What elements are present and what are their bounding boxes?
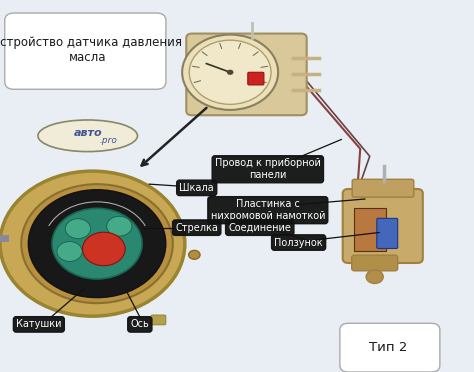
FancyBboxPatch shape [248,72,264,85]
Text: .pro: .pro [100,136,118,145]
Circle shape [82,232,125,266]
Circle shape [227,70,233,75]
Circle shape [189,250,200,259]
Circle shape [28,190,166,298]
FancyBboxPatch shape [354,208,386,251]
FancyBboxPatch shape [340,323,440,372]
Text: Соединение: Соединение [228,223,291,232]
Text: Шкала: Шкала [179,183,214,193]
Ellipse shape [38,120,137,152]
Circle shape [0,171,185,316]
FancyBboxPatch shape [343,189,423,263]
Text: Тип 2: Тип 2 [370,341,408,354]
Text: Ползунок: Ползунок [274,238,323,247]
FancyBboxPatch shape [151,315,166,325]
Text: авто: авто [73,128,102,138]
Circle shape [21,184,173,303]
Text: Устройство датчика давления
масла: Устройство датчика давления масла [0,36,182,64]
Circle shape [182,35,278,110]
Circle shape [57,242,82,262]
Circle shape [189,40,271,104]
Text: Пластинка с
нихромовой намоткой: Пластинка с нихромовой намоткой [210,199,325,221]
Circle shape [52,208,142,279]
Text: Стрелка: Стрелка [175,223,218,232]
FancyBboxPatch shape [352,255,398,271]
Text: Ось: Ось [130,320,149,329]
Circle shape [366,270,383,283]
FancyBboxPatch shape [352,179,414,197]
FancyBboxPatch shape [186,33,307,115]
FancyBboxPatch shape [377,218,398,248]
Text: Провод к приборной
панели: Провод к приборной панели [215,158,321,180]
Circle shape [107,216,132,236]
Text: Катушки: Катушки [16,320,62,329]
FancyBboxPatch shape [5,13,166,89]
Circle shape [65,219,91,238]
